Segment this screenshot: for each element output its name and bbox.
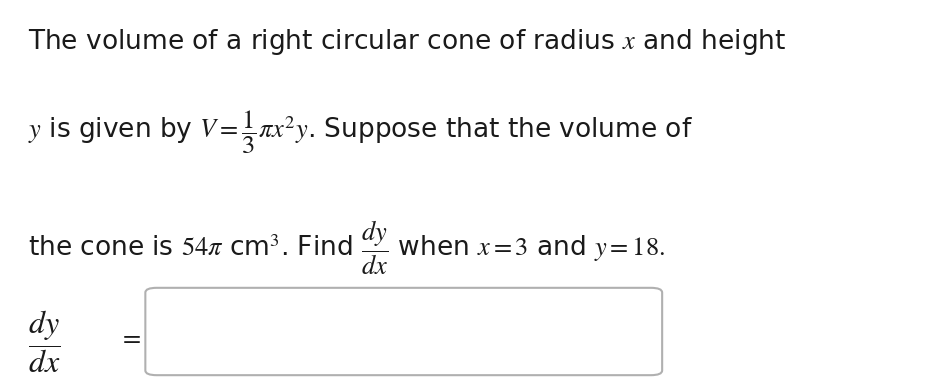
FancyBboxPatch shape xyxy=(145,288,662,375)
Text: $\dfrac{dy}{dx}$: $\dfrac{dy}{dx}$ xyxy=(28,308,61,375)
Text: the cone is $54\pi$ cm$^3$. Find $\dfrac{dy}{dx}$ when $x = 3$ and $y = 18.$: the cone is $54\pi$ cm$^3$. Find $\dfrac… xyxy=(28,218,666,277)
Text: The volume of a right circular cone of radius $x$ and height: The volume of a right circular cone of r… xyxy=(28,27,787,57)
Text: $=$: $=$ xyxy=(119,324,142,350)
Text: $y$ is given by $V = \dfrac{1}{3}\pi x^2 y$. Suppose that the volume of: $y$ is given by $V = \dfrac{1}{3}\pi x^2… xyxy=(28,109,694,156)
